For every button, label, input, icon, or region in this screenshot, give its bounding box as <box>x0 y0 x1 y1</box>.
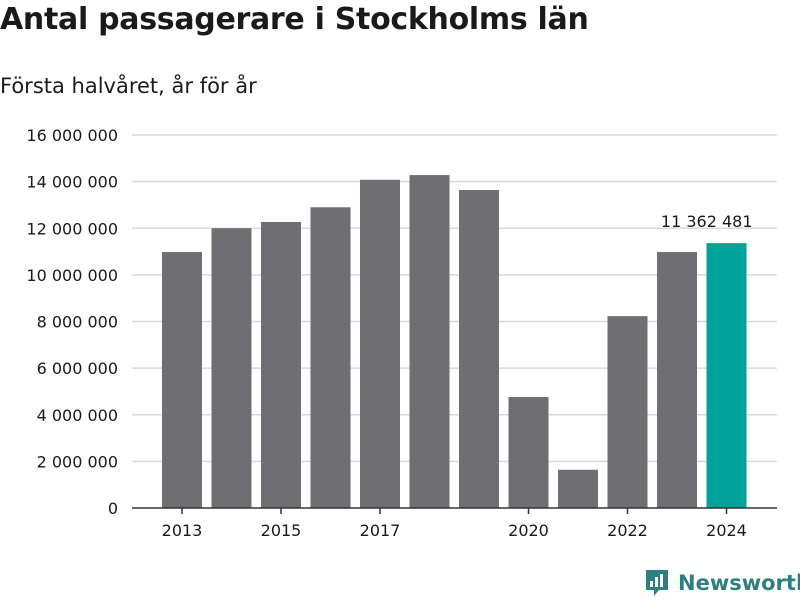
y-tick-label: 2 000 000 <box>37 452 118 471</box>
x-tick-label: 2024 <box>706 521 747 540</box>
highlight-data-label: 11 362 481 <box>661 212 753 231</box>
bar-2022 <box>607 316 648 508</box>
y-tick-label: 14 000 000 <box>26 173 118 192</box>
x-tick-label: 2013 <box>162 521 203 540</box>
y-tick-label: 10 000 000 <box>26 266 118 285</box>
bar-2019 <box>459 190 499 508</box>
y-tick-label: 8 000 000 <box>37 313 118 332</box>
bar-2017 <box>360 179 400 508</box>
y-tick-label: 12 000 000 <box>26 219 118 238</box>
x-tick-label: 2020 <box>508 521 549 540</box>
bar-2018 <box>409 175 450 508</box>
x-tick-label: 2017 <box>360 521 401 540</box>
bar-2016 <box>310 207 351 509</box>
newsworthy-logo: Newsworthy <box>644 568 800 598</box>
newsworthy-logo-icon <box>646 570 668 596</box>
y-tick-label: 16 000 000 <box>26 126 118 145</box>
x-tick-label: 2015 <box>261 521 302 540</box>
y-tick-label: 4 000 000 <box>37 406 118 425</box>
chart-title: Antal passagerare i Stockholms län <box>0 2 589 37</box>
bar-2023 <box>657 252 697 508</box>
bar-2013 <box>162 252 202 508</box>
bar-2024 <box>706 243 747 508</box>
bar-2015 <box>261 221 301 508</box>
y-tick-label: 6 000 000 <box>37 359 118 378</box>
bar-2020 <box>508 397 549 508</box>
brand-name: Newsworthy <box>678 571 800 595</box>
y-tick-label: 0 <box>108 499 118 518</box>
x-tick-label: 2022 <box>607 521 648 540</box>
bar-2021 <box>558 469 598 508</box>
bar-2014 <box>211 228 252 508</box>
chart-subtitle: Första halvåret, år för år <box>0 74 257 98</box>
